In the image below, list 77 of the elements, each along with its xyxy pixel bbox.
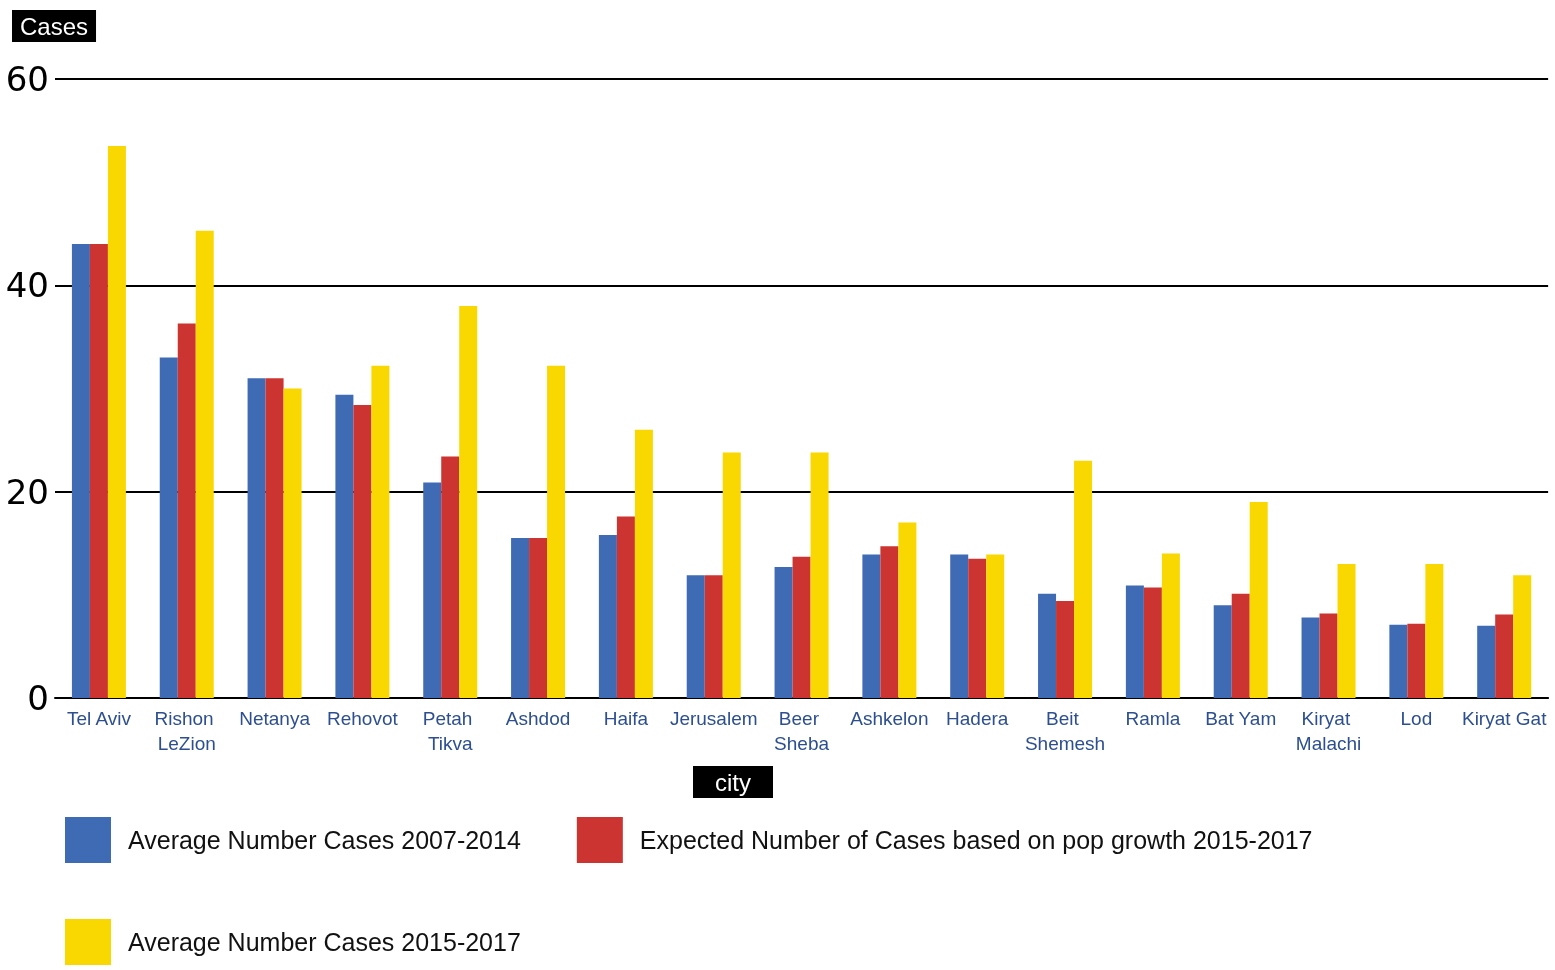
bar (1407, 623, 1426, 698)
bar (71, 244, 90, 698)
legend-label: Average Number Cases 2015-2017 (128, 928, 521, 956)
bar (159, 357, 178, 698)
bar (968, 558, 987, 698)
bar (371, 365, 390, 698)
bar (547, 365, 566, 698)
bar (862, 554, 881, 698)
bar (792, 556, 811, 698)
bar (1425, 563, 1444, 698)
bar (89, 244, 108, 698)
bar (1143, 587, 1162, 698)
x-tick-label: Netanya (239, 708, 311, 729)
bar (1337, 563, 1356, 698)
bar (1389, 624, 1408, 698)
x-tick-label: Jerusalem (669, 708, 758, 729)
x-tick-label: Ashkelon (850, 708, 929, 729)
bar (247, 378, 266, 698)
x-tick-label: Beit Shemesh (1024, 708, 1106, 754)
bar (598, 535, 617, 698)
bar (511, 538, 530, 698)
x-axis-title: city (715, 768, 751, 796)
bar (810, 452, 829, 698)
bar (1161, 553, 1180, 698)
bar (335, 394, 354, 698)
bar (1038, 593, 1057, 698)
x-tick-label: Petah Tikva (422, 708, 478, 754)
bar (704, 575, 723, 698)
x-tick-label: Bat Yam (1205, 708, 1277, 729)
bar (1074, 460, 1093, 698)
bar (1213, 605, 1232, 698)
bar (1249, 501, 1268, 698)
bar (1513, 575, 1532, 698)
x-tick-label: Haifa (603, 708, 649, 729)
bar (265, 378, 284, 698)
x-tick-label: Kiryat Malachi (1295, 708, 1362, 754)
legend-label: Expected Number of Cases based on pop growth 2015-2017 (639, 826, 1313, 854)
bar (616, 516, 635, 698)
x-tick-label: Beer Sheba (774, 708, 830, 754)
bar (441, 456, 460, 698)
bar (950, 554, 969, 698)
x-tick-label: Kiryat Gat (1461, 708, 1548, 729)
bar (774, 566, 793, 698)
bar (423, 482, 442, 698)
bar (177, 323, 196, 698)
bar (1319, 613, 1338, 698)
bar (459, 305, 478, 698)
y-tick-label: 60 (5, 59, 49, 99)
bar (880, 546, 899, 698)
bar (686, 575, 705, 698)
x-tick-label: Ramla (1125, 708, 1181, 729)
bar (1495, 614, 1514, 698)
bar (1477, 625, 1496, 698)
legend-label: Average Number Cases 2007-2014 (128, 826, 521, 854)
y-axis-title: Cases (20, 12, 89, 40)
bar (283, 388, 302, 698)
x-tick-label: Hadera (946, 708, 1009, 729)
y-tick-label: 0 (27, 678, 49, 718)
x-tick-label: Lod (1400, 708, 1433, 729)
bar (529, 538, 548, 698)
x-tick-label: Ashdod (505, 708, 571, 729)
y-tick-label: 40 (5, 265, 49, 306)
x-tick-label: Tel Aviv (66, 708, 132, 729)
x-tick-label: Rishon LeZion (154, 708, 219, 754)
bar (722, 452, 741, 698)
bar (195, 230, 214, 698)
bar (898, 522, 917, 698)
bar (1231, 593, 1250, 698)
bar (353, 405, 372, 698)
y-tick-label: 20 (5, 471, 49, 512)
bar (1125, 585, 1144, 698)
bar (986, 554, 1005, 698)
bar (634, 429, 653, 698)
bar (107, 146, 126, 698)
bar (1056, 601, 1075, 698)
bar (1301, 617, 1320, 698)
x-tick-label: Rehovot (327, 708, 399, 729)
